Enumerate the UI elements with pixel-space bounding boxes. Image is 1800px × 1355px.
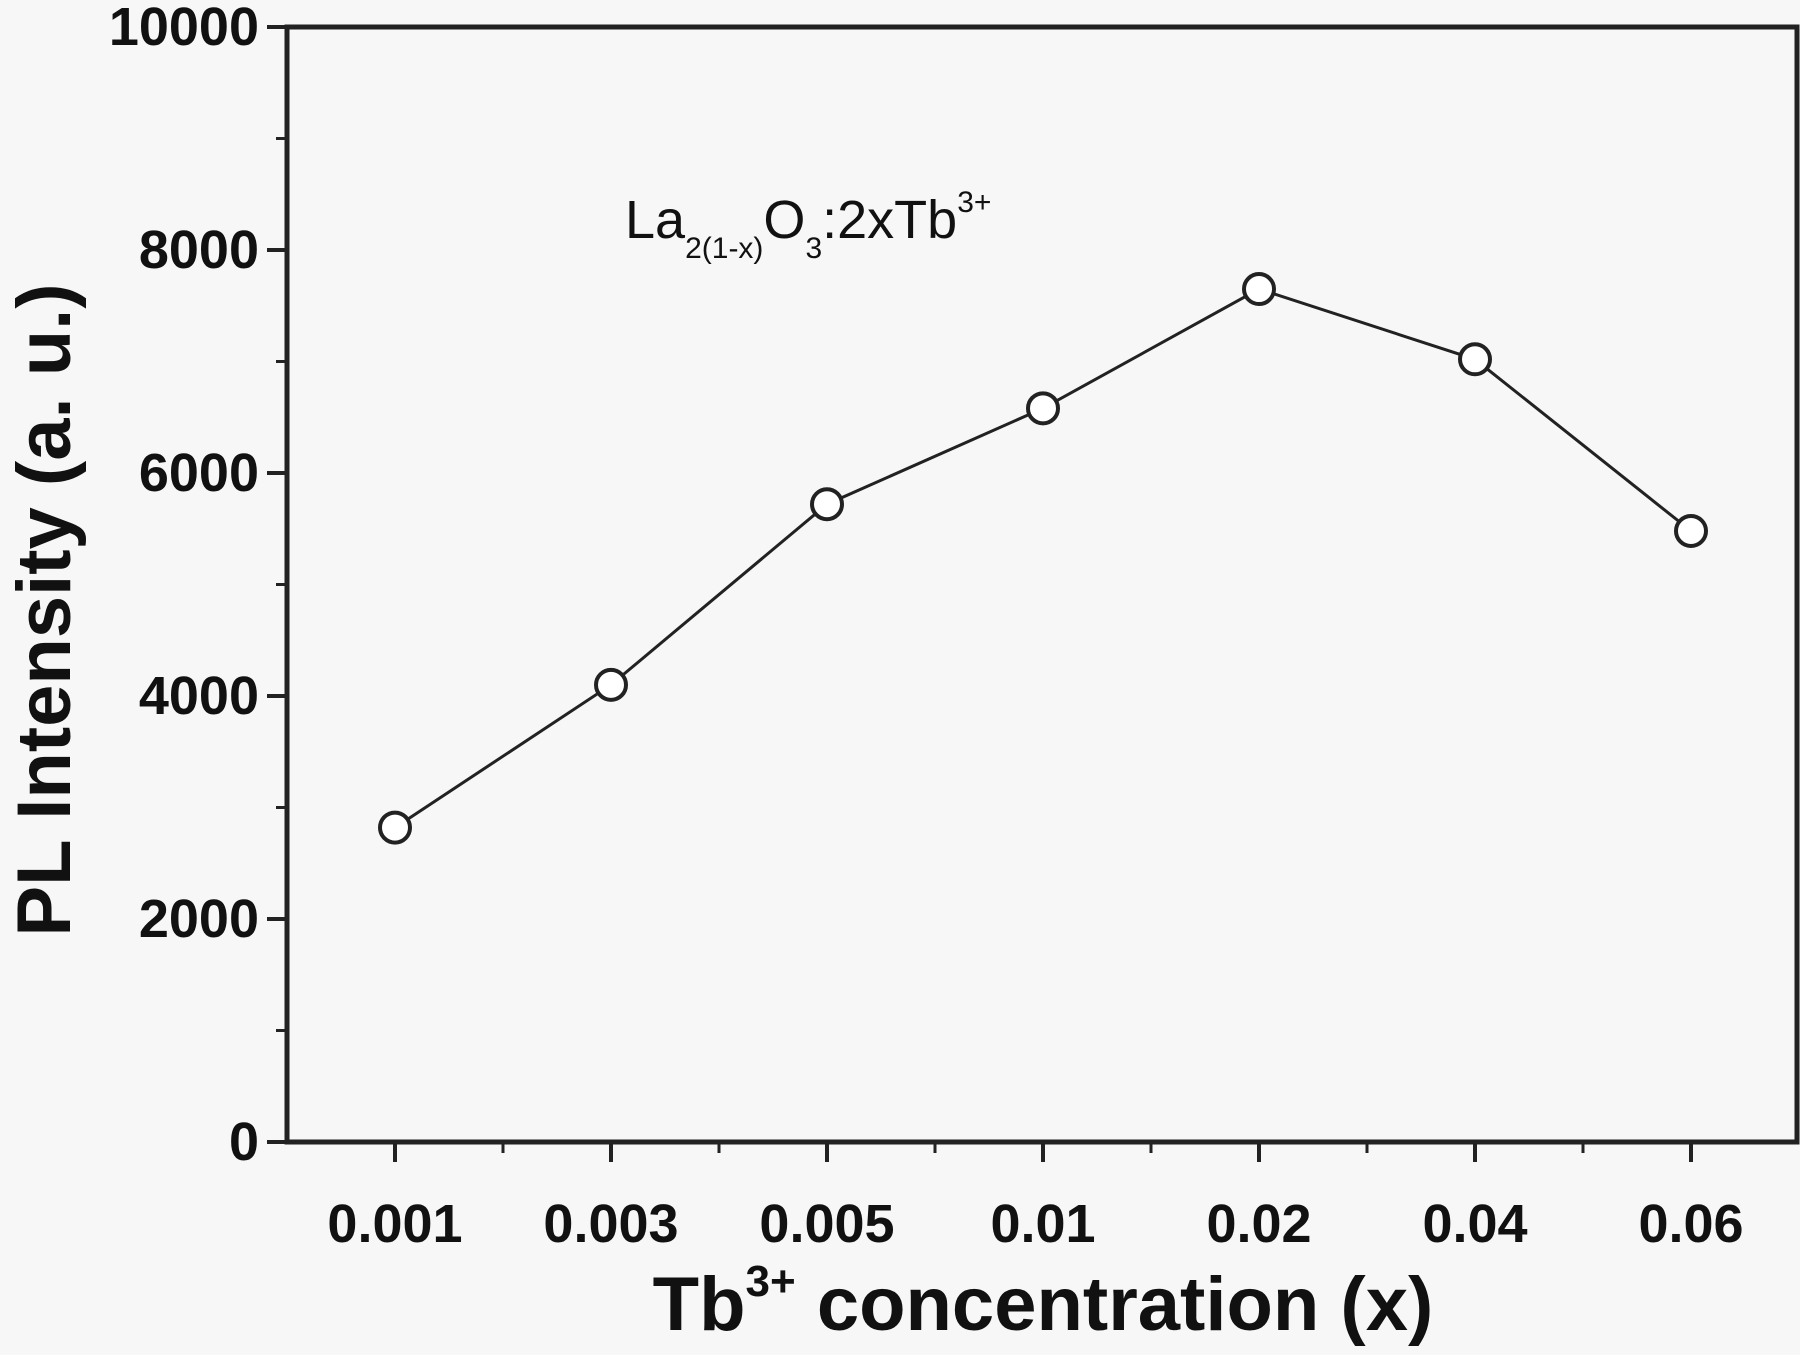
y-tick-label: 10000: [109, 0, 259, 57]
annotation-sup: 3+: [957, 186, 991, 219]
annotation-tb: :2xTb: [822, 190, 957, 250]
x-tick-label: 0.003: [543, 1194, 678, 1254]
y-axis-title: PL Intensity (a. u.): [2, 283, 87, 936]
data-point: [810, 487, 844, 522]
data-point: [1458, 342, 1492, 377]
x-tick-label: 0.02: [1206, 1194, 1311, 1254]
annotation-o: O: [763, 190, 805, 250]
annotation-la: La: [625, 190, 686, 250]
x-tick-label: 0.04: [1422, 1194, 1527, 1254]
x-tick-label: 0.005: [759, 1194, 894, 1254]
x-axis-ticks: 0.001 0.003 0.005 0.01 0.02 0.04 0.06: [327, 1142, 1744, 1254]
y-tick-label: 4000: [139, 666, 259, 726]
plot-frame: [284, 24, 1800, 1145]
annotation-sub-1: 2(1-x): [685, 232, 763, 265]
x-tick-label: 0.001: [327, 1194, 462, 1254]
x-axis-title-sup: 3+: [746, 1257, 796, 1306]
y-tick-label: 0: [229, 1112, 259, 1172]
y-tick-label: 6000: [139, 443, 259, 503]
y-axis-ticks: 0 2000 4000 6000 8000 10000: [109, 0, 287, 1172]
data-point: [594, 667, 628, 702]
annotation-sub-2: 3: [805, 232, 822, 265]
series-line: [394, 287, 1692, 829]
x-axis-title-tb: Tb: [653, 1262, 746, 1347]
series-group: [378, 272, 1708, 845]
data-point: [1674, 513, 1708, 548]
data-point: [1026, 391, 1060, 426]
x-tick-label: 0.01: [990, 1194, 1095, 1254]
data-point: [378, 810, 412, 845]
x-axis-title: Tb3+ concentration (x): [653, 1257, 1434, 1347]
x-tick-label: 0.06: [1638, 1194, 1743, 1254]
y-tick-label: 8000: [139, 220, 259, 280]
series-annotation: La2(1-x)O3:2xTb3+: [625, 186, 991, 265]
y-tick-label: 2000: [139, 889, 259, 949]
data-point: [1242, 272, 1276, 307]
x-axis-title-rest: concentration (x): [796, 1262, 1434, 1347]
